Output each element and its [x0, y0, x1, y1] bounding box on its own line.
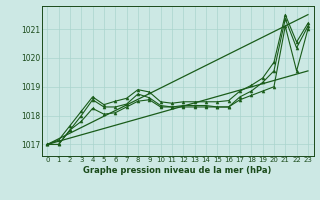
X-axis label: Graphe pression niveau de la mer (hPa): Graphe pression niveau de la mer (hPa) — [84, 166, 272, 175]
